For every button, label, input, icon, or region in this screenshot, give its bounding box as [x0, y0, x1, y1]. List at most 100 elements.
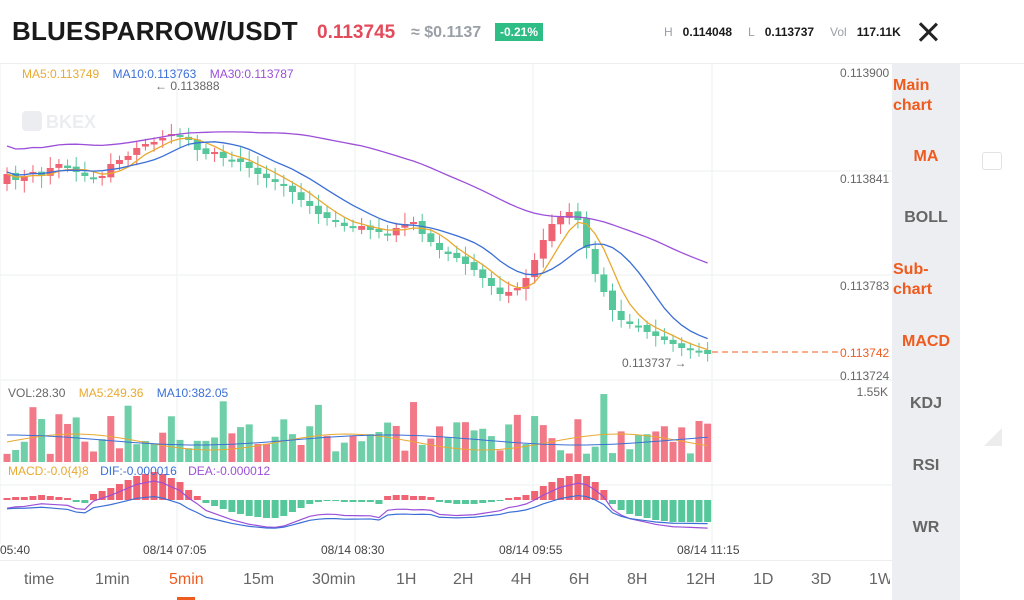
indicator-boll[interactable]: BOLL — [904, 209, 948, 226]
tf-6h[interactable]: 6H — [569, 571, 590, 588]
macd-histogram-bar — [453, 500, 461, 504]
volume-bar — [375, 432, 383, 462]
candle-body — [306, 201, 314, 206]
candle-body — [375, 228, 383, 232]
tf-1w[interactable]: 1W — [869, 571, 890, 588]
volume-bar — [678, 427, 686, 462]
volume-bar — [271, 436, 279, 462]
candle-body — [548, 224, 556, 242]
tf-3d[interactable]: 3D — [811, 571, 832, 588]
indicator-ma[interactable]: MA — [913, 148, 939, 165]
volume-bar — [505, 424, 513, 462]
macd-histogram-bar — [531, 491, 539, 500]
tf-12h[interactable]: 12H — [686, 571, 716, 588]
volume-bar — [20, 441, 28, 462]
macd-histogram-bar — [159, 474, 167, 500]
volume-bar — [228, 433, 236, 462]
macd-histogram-bar — [167, 478, 175, 500]
vol-ma5-legend: MA5:249.36 — [78, 386, 144, 400]
candle-body — [669, 339, 677, 344]
macd-histogram-bar — [280, 500, 288, 516]
main-chart-header: Main chart — [893, 77, 933, 114]
volume-bar — [358, 441, 366, 462]
volume-bar — [513, 414, 521, 462]
candle-body — [427, 233, 435, 242]
macd-histogram-bar — [375, 500, 383, 504]
volume-value: 117.11K — [856, 25, 901, 39]
tf-5min[interactable]: 5min — [169, 571, 204, 588]
candle-body — [392, 228, 400, 236]
candle-body — [358, 226, 366, 230]
candle-body — [314, 205, 322, 214]
macd-histogram-bar — [643, 500, 651, 518]
tf-time[interactable]: time — [24, 571, 55, 588]
macd-histogram-bar — [185, 490, 193, 500]
macd-histogram-bar — [392, 495, 400, 500]
price-axis-label: 0.113783 — [840, 279, 889, 293]
candle-body — [522, 278, 530, 289]
candle-body — [574, 211, 582, 220]
macd-histogram-bar — [340, 500, 348, 502]
tf-1d[interactable]: 1D — [753, 571, 774, 588]
macd-histogram-bar — [306, 500, 314, 504]
volume-bar — [470, 430, 478, 462]
tf-15m[interactable]: 15m — [243, 571, 275, 588]
indicator-kdj[interactable]: KDJ — [909, 395, 942, 412]
last-price-tag-bg — [838, 344, 890, 360]
volume-bar — [453, 422, 461, 462]
time-axis-label: 05:40 — [0, 543, 30, 557]
tf-8h[interactable]: 8H — [627, 571, 648, 588]
ma30-line — [6, 131, 708, 264]
macd-histogram-bar — [323, 500, 331, 501]
tf-4h[interactable]: 4H — [511, 571, 532, 588]
candle-body — [55, 164, 63, 168]
volume-bar — [55, 414, 63, 462]
tf-30min[interactable]: 30min — [312, 571, 356, 588]
candle-body — [652, 331, 660, 336]
volume-bar — [133, 444, 141, 462]
volume-label: Vol — [830, 25, 847, 39]
candle-body — [583, 218, 591, 248]
volume-bar — [461, 422, 469, 462]
tf-2h[interactable]: 2H — [453, 571, 474, 588]
macd-histogram-bar — [626, 500, 634, 514]
volume-bar — [12, 450, 20, 462]
volume-ma5-line — [6, 433, 708, 451]
tf-1h[interactable]: 1H — [396, 571, 417, 588]
macd-histogram-bar — [20, 497, 28, 500]
kline-chart[interactable]: BKEX 0.113900 0.113841 0.113783 0.113724 0.1… — [0, 64, 892, 560]
volume-bar — [288, 434, 296, 462]
candle-body — [254, 167, 262, 174]
indicator-wr[interactable]: WR — [912, 519, 940, 536]
candle-body — [461, 256, 469, 264]
volume-bar — [660, 426, 668, 462]
volume-bar — [141, 440, 149, 462]
candle-body — [98, 176, 106, 178]
volume-bar — [410, 402, 418, 462]
low-stat: L 0.113737 — [748, 25, 814, 39]
candle-body — [237, 158, 245, 162]
candle-body — [323, 212, 331, 218]
volume-bar — [3, 453, 11, 462]
candle-body — [678, 343, 686, 348]
volume-bar — [686, 453, 694, 462]
volume-bar — [427, 438, 435, 462]
close-icon[interactable] — [914, 18, 942, 46]
indicator-macd[interactable]: MACD — [902, 333, 950, 350]
macd-histogram-bar — [410, 496, 418, 500]
volume-bar — [314, 404, 322, 462]
tf-1min[interactable]: 1min — [95, 571, 130, 588]
candle-body — [159, 138, 167, 141]
candle-body — [444, 251, 452, 254]
macd-histogram-bar — [193, 496, 201, 500]
indicator-rsi[interactable]: RSI — [912, 457, 940, 474]
macd-histogram-bar — [211, 500, 219, 506]
volume-bar — [669, 441, 677, 462]
macd-histogram-bar — [81, 500, 89, 503]
low-marker: 0.113737 → — [622, 356, 687, 370]
usd-equivalent: ≈ $0.1137 — [411, 24, 482, 41]
candle-body — [531, 260, 539, 278]
time-axis-label: 08/14 08:30 — [321, 543, 385, 557]
volume-bar — [349, 435, 357, 462]
candle-body — [288, 185, 296, 192]
